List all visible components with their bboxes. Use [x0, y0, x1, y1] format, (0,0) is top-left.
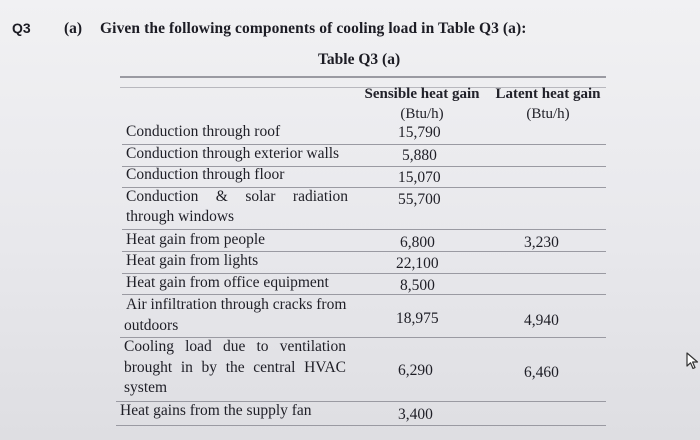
row-label-line: Cooling load due to ventilation	[124, 338, 346, 355]
row-label: Heat gain from people	[126, 231, 266, 248]
row-label: Heat gain from office equipment	[126, 274, 329, 291]
row-sensible-value: 15,790	[398, 124, 441, 141]
header-sensible-unit: (Btu/h)	[400, 106, 444, 122]
row-label-continued: through windows	[126, 208, 235, 225]
row-label-continued: outdoors	[124, 317, 179, 334]
row-label: Heat gains from the supply fan	[120, 402, 312, 419]
row-label: Cooling load due to ventilation	[124, 338, 346, 356]
row-divider	[122, 294, 606, 295]
row-label-line: brought in by the central HVAC	[124, 359, 346, 376]
row-label: Air infiltration through cracks from	[126, 296, 347, 313]
row-label-continued: brought in by the central HVAC	[124, 359, 346, 377]
table-header-rule	[120, 87, 606, 88]
row-label: Conduction through roof	[126, 123, 281, 140]
header-sensible-label: Sensible heat gain	[364, 86, 480, 102]
header-latent: Latent heat gain (Btu/h)	[492, 86, 604, 123]
row-sensible-value: 6,800	[400, 234, 435, 251]
row-sensible-value: 8,500	[400, 277, 435, 294]
table-top-rule	[120, 76, 606, 78]
row-sensible-value: 3,400	[398, 406, 433, 423]
row-divider	[122, 251, 606, 252]
row-label: Conduction through exterior walls	[126, 145, 340, 162]
table-bottom-rule	[116, 425, 606, 426]
row-sensible-value: 5,880	[402, 147, 437, 164]
row-divider	[122, 144, 606, 145]
question-number: Q3	[12, 20, 31, 36]
row-sensible-value: 18,975	[396, 310, 439, 327]
row-sensible-value: 55,700	[398, 191, 441, 208]
table-title: Table Q3 (a)	[318, 51, 401, 68]
row-label-continued: system	[124, 379, 168, 396]
header-sensible: Sensible heat gain (Btu/h)	[360, 86, 484, 123]
row-latent-value: 4,940	[524, 312, 559, 329]
row-label: Conduction through floor	[126, 166, 285, 183]
question-part: (a)	[64, 20, 83, 37]
row-latent-value: 3,230	[524, 234, 559, 251]
header-latent-unit: (Btu/h)	[526, 106, 570, 122]
row-sensible-value: 22,100	[396, 255, 439, 272]
row-divider	[122, 229, 606, 230]
header-latent-label: Latent heat gain	[495, 86, 601, 102]
row-label: Heat gain from lights	[126, 252, 259, 269]
row-divider	[122, 187, 606, 188]
row-latent-value: 6,460	[524, 364, 559, 381]
row-divider	[116, 401, 606, 402]
row-sensible-value: 6,290	[398, 362, 433, 379]
row-divider	[122, 273, 606, 274]
mouse-pointer-icon	[686, 352, 700, 375]
row-divider	[122, 166, 606, 167]
row-label: Conduction & solar radiation	[126, 188, 348, 206]
question-prompt: Given the following components of coolin…	[100, 20, 527, 37]
row-sensible-value: 15,070	[398, 169, 441, 186]
row-divider	[120, 337, 606, 338]
row-label-line: Conduction & solar radiation	[126, 188, 348, 205]
